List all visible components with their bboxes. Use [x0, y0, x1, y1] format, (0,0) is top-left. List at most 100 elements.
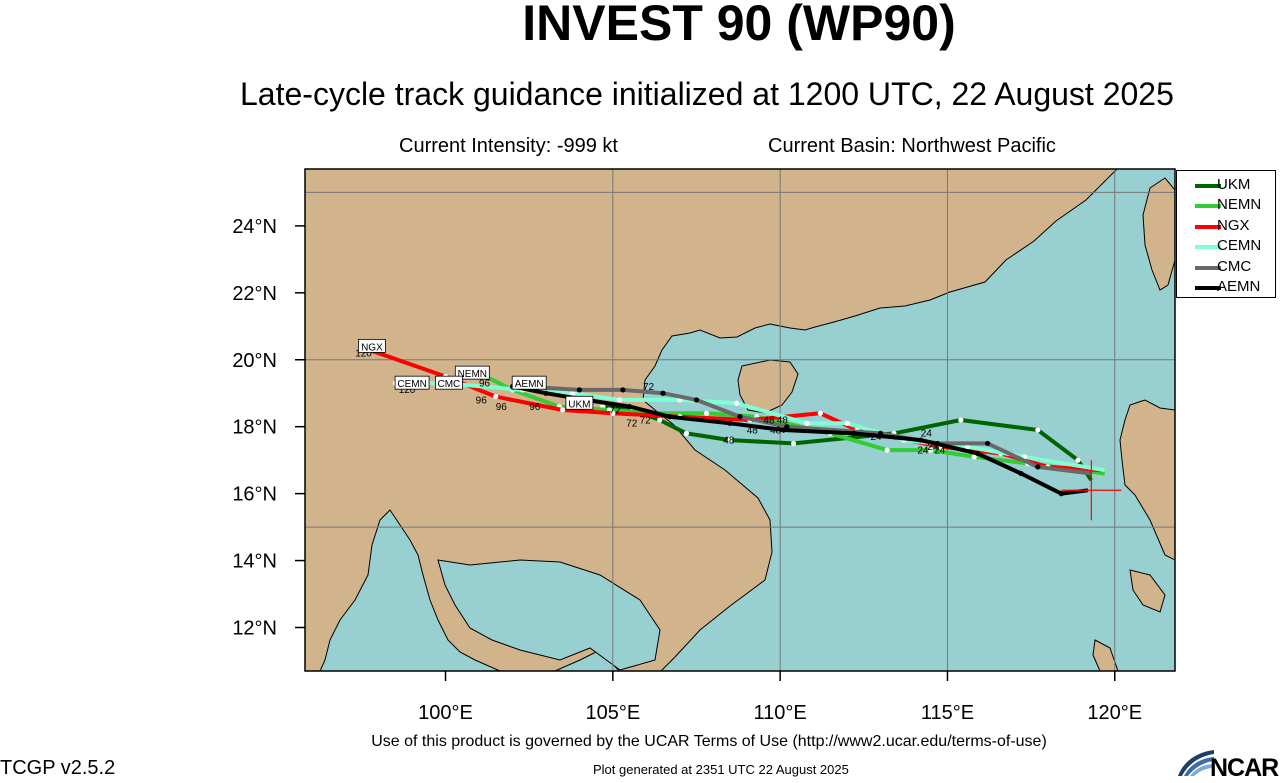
- track-point-ngx: [560, 407, 566, 413]
- track-point-aemn: [974, 450, 981, 457]
- track-point-cmc: [620, 387, 626, 393]
- x-tick-label: 110°E: [754, 702, 807, 724]
- y-tick-label: 12°N: [232, 617, 277, 639]
- end-label-text: UKM: [568, 399, 590, 410]
- legend-swatch: [1195, 286, 1221, 290]
- y-tick-label: 20°N: [232, 350, 277, 372]
- legend-item-ukm: UKM: [1179, 175, 1275, 195]
- end-label-nemn: NEMN: [454, 365, 490, 380]
- track-point-cmc: [1035, 464, 1041, 470]
- track-point-cemn: [844, 420, 850, 426]
- hour-label: 72: [610, 405, 622, 416]
- end-label-text: CMC: [437, 379, 460, 390]
- lat-lon-grid: [305, 169, 1175, 671]
- hour-label: 96: [476, 395, 488, 406]
- ncar-logo-icon: [1178, 750, 1214, 776]
- mindoro-island: [1129, 569, 1166, 613]
- track-point-cmc: [576, 387, 582, 393]
- legend-item-cemn: CEMN: [1179, 236, 1275, 256]
- legend-label: AEMN: [1217, 278, 1261, 295]
- luzon-island: [1119, 399, 1175, 561]
- hour-label: 96: [479, 379, 491, 390]
- track-point-aemn: [918, 437, 924, 443]
- hour-label: 24: [934, 445, 946, 456]
- legend-item-nemn: NEMN: [1179, 195, 1275, 215]
- land: [305, 169, 1175, 671]
- track-point-nemn: [971, 454, 977, 460]
- generated-timestamp: Plot generated at 2351 UTC 22 August 202…: [593, 762, 849, 777]
- track-point-aemn: [626, 404, 633, 410]
- track-point-cemn: [734, 400, 740, 406]
- current-intensity: Current Intensity: -999 kt: [399, 135, 618, 157]
- end-label-cmc: CMC: [434, 375, 463, 390]
- legend-swatch: [1195, 204, 1221, 209]
- legend-swatch: [1195, 224, 1221, 229]
- track-point-ukm: [683, 430, 690, 436]
- track-point-ukm: [727, 437, 733, 443]
- track-point-cmc: [985, 440, 991, 447]
- legend-item-ngx: NGX: [1179, 216, 1275, 236]
- x-tick-label: 115°E: [921, 702, 974, 724]
- y-tick-label: 14°N: [232, 551, 277, 573]
- x-tick-label: 105°E: [585, 702, 640, 724]
- hour-label: 48: [763, 415, 775, 426]
- y-tick-label: 16°N: [232, 484, 277, 506]
- track-point-ukm: [1075, 457, 1081, 463]
- track-point-aemn: [543, 390, 549, 396]
- hour-label: 48: [770, 425, 782, 436]
- track-point-aemn: [1058, 491, 1064, 497]
- axes: 100°E 105°E 110°E 115°E 120°E 12°N 14°N 16°N 18°…: [232, 216, 1142, 724]
- mainland: [305, 169, 1118, 671]
- track-point-aemn: [727, 420, 733, 426]
- track-point-ngx: [493, 393, 499, 400]
- map-area: 1201209696969696727272724848484848242424…: [305, 169, 1175, 671]
- track-point-ukm: [790, 440, 797, 447]
- track-point-ngx: [610, 410, 616, 416]
- hour-label: 48: [747, 425, 759, 436]
- track-point-cmc: [784, 424, 790, 430]
- track-point-cmc: [660, 390, 666, 396]
- end-label-ukm: UKM: [565, 395, 594, 410]
- terms-of-use: Use of this product is governed by the U…: [371, 733, 1047, 750]
- track-point-ngx: [817, 410, 823, 416]
- x-tick-label: 100°E: [418, 702, 473, 724]
- hour-label: 120: [399, 385, 416, 396]
- hour-label: 24: [921, 429, 933, 440]
- legend-label: UKM: [1217, 176, 1251, 193]
- end-label-text: AEMN: [515, 379, 544, 390]
- legend-swatch: [1195, 265, 1221, 270]
- hour-label: 24: [917, 445, 929, 456]
- hour-label: 24: [927, 442, 939, 453]
- hour-label: 72: [626, 419, 638, 430]
- hour-label: 24: [871, 432, 883, 443]
- hour-label: 48: [777, 415, 789, 426]
- y-tick-label: 18°N: [232, 417, 277, 439]
- chart-title: INVEST 90 (WP90): [522, 0, 956, 51]
- hour-label: 48: [723, 435, 735, 446]
- hour-label: 96: [496, 402, 508, 413]
- legend-swatch: [1195, 245, 1221, 250]
- version-label: TCGP v2.5.2: [0, 757, 116, 779]
- current-basin: Current Basin: Northwest Pacific: [768, 135, 1056, 157]
- ncar-logo-text: NCAR: [1210, 754, 1279, 782]
- end-label-aemn: AEMN: [511, 375, 547, 390]
- legend-item-aemn: AEMN: [1179, 277, 1275, 297]
- track-point-ukm: [657, 417, 663, 423]
- track-point-cemn: [964, 444, 971, 450]
- map-frame: [304, 168, 1176, 672]
- track-point-nemn: [703, 410, 710, 416]
- current-position-marker: [1061, 460, 1122, 521]
- track-point-cmc: [737, 414, 743, 420]
- track-point-ukm: [1035, 427, 1041, 433]
- legend-label: CMC: [1217, 257, 1252, 275]
- hour-label: 72: [643, 382, 655, 393]
- hour-label: 96: [529, 402, 541, 413]
- track-cmc: [522, 384, 1092, 476]
- x-tick-label: 120°E: [1087, 702, 1142, 724]
- legend-label: NEMN: [1217, 196, 1262, 214]
- track-end-labels: NGX NEMN CEMN CMC AEMN UKM: [358, 338, 594, 410]
- track-point-aemn: [780, 427, 787, 433]
- track-point-nemn: [884, 447, 890, 453]
- track-point-aemn: [1018, 470, 1024, 477]
